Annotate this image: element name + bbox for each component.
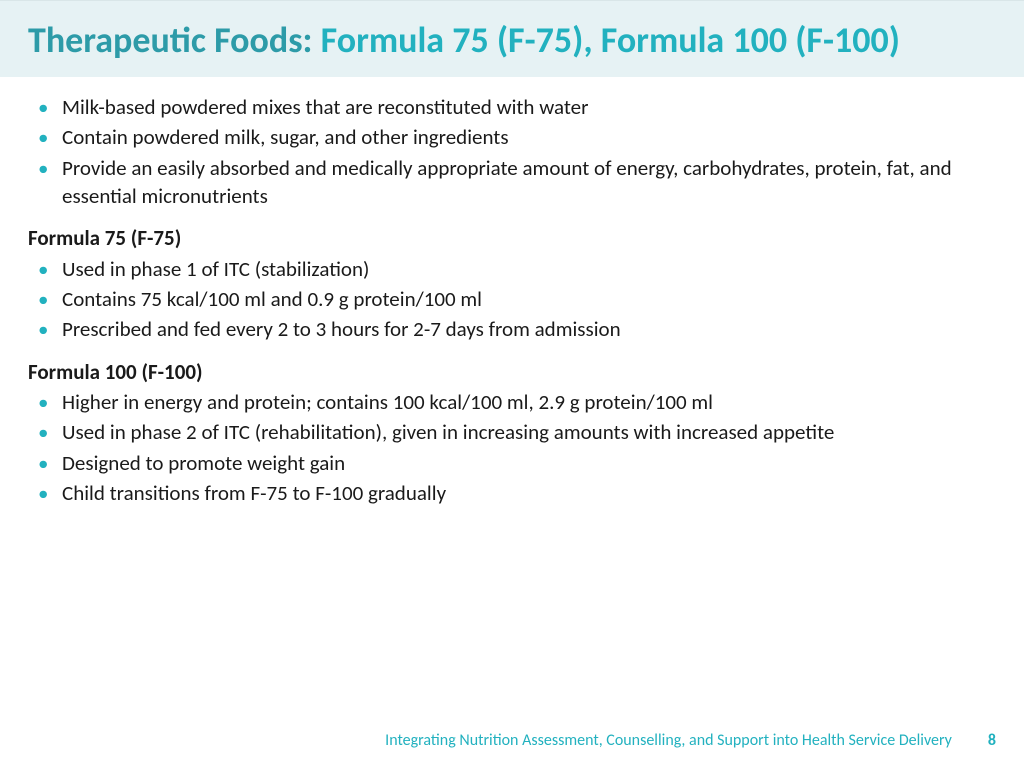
list-item: Contain powdered milk, sugar, and other …: [28, 123, 996, 151]
list-item: Higher in energy and protein; contains 1…: [28, 388, 996, 416]
list-item: Provide an easily absorbed and medically…: [28, 154, 996, 211]
section-heading: Formula 75 (F-75): [28, 224, 996, 252]
section-bullets: Higher in energy and protein; contains 1…: [28, 388, 996, 507]
list-item: Designed to promote weight gain: [28, 449, 996, 477]
slide-footer: Integrating Nutrition Assessment, Counse…: [0, 731, 1024, 750]
section-heading: Formula 100 (F-100): [28, 358, 996, 386]
intro-bullets: Milk-based powdered mixes that are recon…: [28, 93, 996, 210]
list-item: Used in phase 1 of ITC (stabilization): [28, 255, 996, 283]
list-item: Prescribed and fed every 2 to 3 hours fo…: [28, 315, 996, 343]
list-item: Contains 75 kcal/100 ml and 0.9 g protei…: [28, 285, 996, 313]
slide: Therapeutic Foods: Formula 75 (F-75), Fo…: [0, 0, 1024, 768]
list-item: Child transitions from F-75 to F-100 gra…: [28, 479, 996, 507]
list-item: Used in phase 2 of ITC (rehabilitation),…: [28, 418, 996, 446]
page-number: 8: [988, 731, 996, 750]
list-item: Milk-based powdered mixes that are recon…: [28, 93, 996, 121]
slide-body: Milk-based powdered mixes that are recon…: [0, 77, 1024, 507]
section-bullets: Used in phase 1 of ITC (stabilization) C…: [28, 255, 996, 344]
footer-text: Integrating Nutrition Assessment, Counse…: [385, 731, 952, 750]
slide-title: Therapeutic Foods: Formula 75 (F-75), Fo…: [28, 19, 996, 63]
title-main: Formula 75 (F-75), Formula 100 (F-100): [321, 18, 900, 62]
title-prefix: Therapeutic Foods:: [28, 18, 321, 62]
title-band: Therapeutic Foods: Formula 75 (F-75), Fo…: [0, 0, 1024, 77]
